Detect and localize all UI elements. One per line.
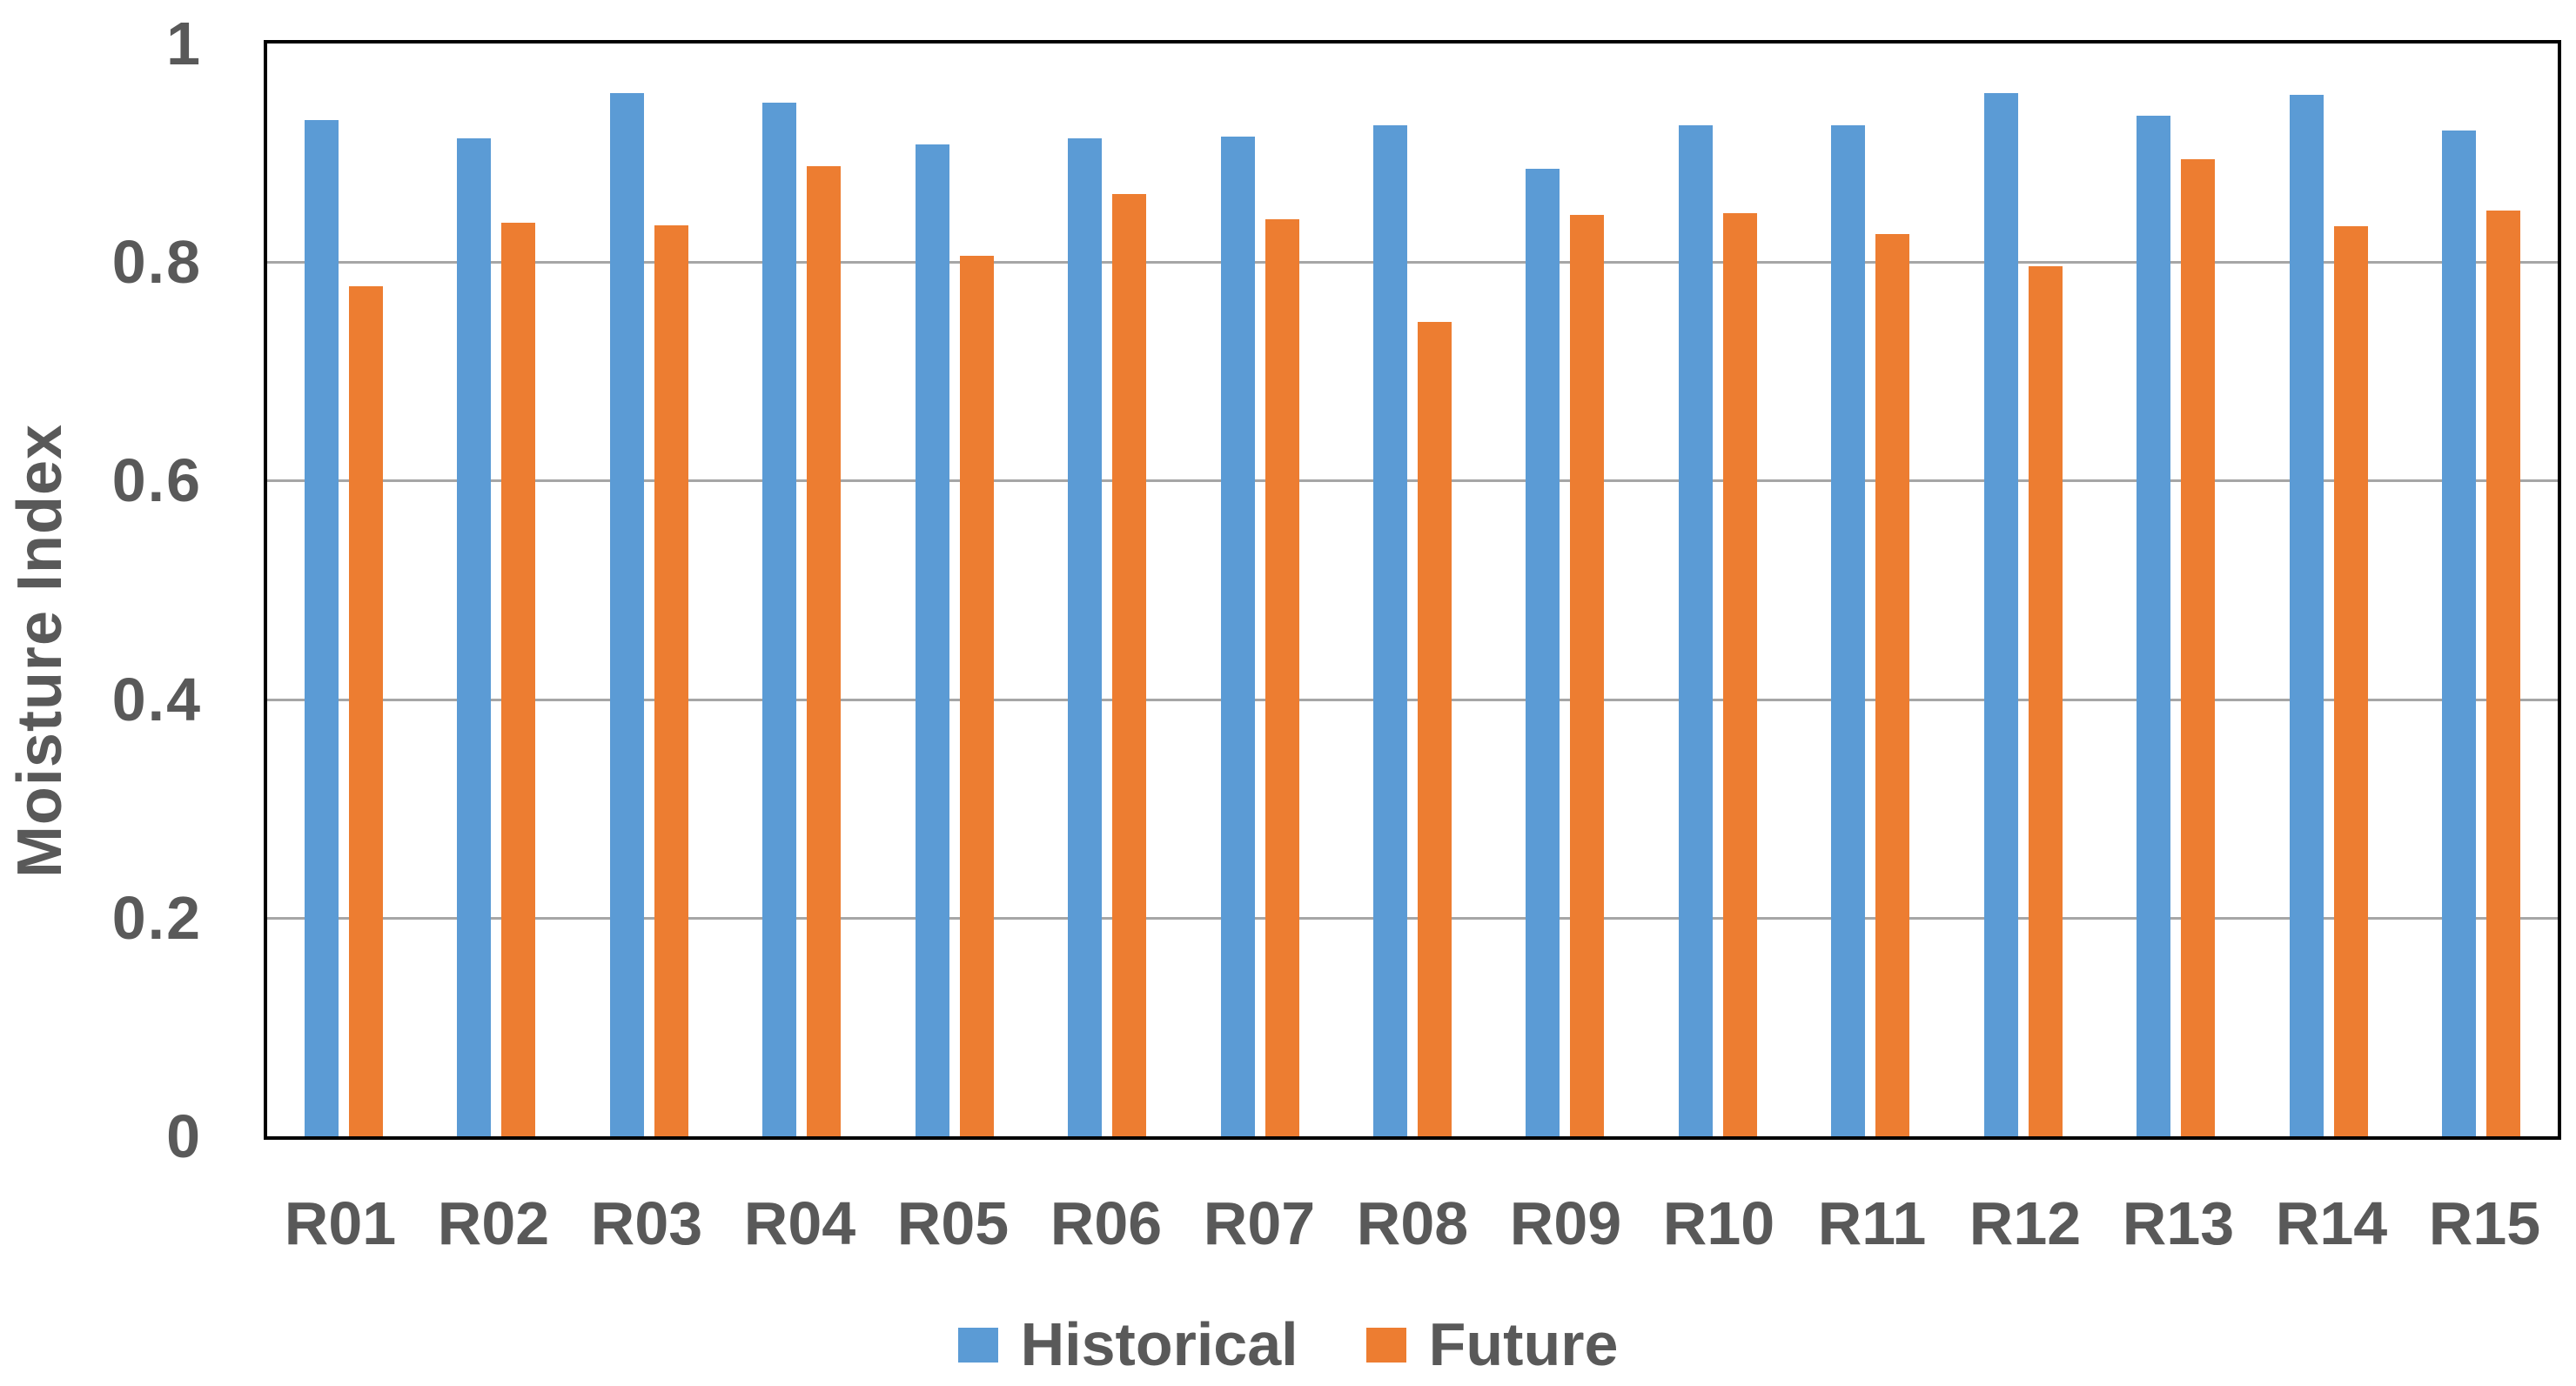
bar-historical-R09 [1526, 169, 1560, 1136]
x-tick-label-R10: R10 [1662, 1189, 1775, 1257]
bar-future-R01 [348, 285, 383, 1136]
bar-group-R13 [2100, 44, 2252, 1136]
x-tick-label-R06: R06 [1050, 1189, 1163, 1257]
historical-legend-swatch-icon [957, 1327, 998, 1363]
bar-future-R15 [2486, 211, 2521, 1136]
bar-historical-R12 [1983, 92, 2018, 1136]
y-tick-label: 0.8 [111, 228, 202, 297]
x-tick-label-R11: R11 [1817, 1189, 1927, 1257]
bar-future-R07 [1265, 219, 1299, 1136]
bar-historical-R10 [1678, 125, 1713, 1136]
plot-area [264, 40, 2561, 1140]
y-tick-label: 0.6 [111, 446, 202, 515]
bar-group-R02 [419, 44, 572, 1136]
x-tick-label-R04: R04 [743, 1189, 856, 1257]
bar-group-R04 [725, 44, 877, 1136]
bar-future-R09 [1570, 215, 1605, 1136]
gridline [267, 916, 2558, 920]
bar-historical-R05 [915, 144, 949, 1136]
bar-historical-R13 [2137, 115, 2171, 1136]
bar-historical-R04 [762, 102, 797, 1136]
bar-historical-R11 [1831, 125, 1866, 1136]
bar-future-R10 [1722, 212, 1757, 1136]
bar-group-R01 [267, 44, 419, 1136]
x-tick-label-R08: R08 [1356, 1189, 1469, 1257]
x-axis-tick-labels: R01 R02 R03 R04 R05 R06 R07 R08 R09 R10 R11 R12 R13 R… [264, 1184, 2561, 1262]
gridline [267, 698, 2558, 701]
bar-group-R15 [2405, 44, 2558, 1136]
gridline [267, 261, 2558, 264]
bar-historical-R01 [304, 119, 339, 1136]
bar-future-R06 [1112, 194, 1147, 1136]
bar-historical-R02 [457, 138, 492, 1136]
bar-future-R11 [1875, 233, 1910, 1136]
gridline [267, 479, 2558, 483]
y-tick-label: 0.4 [111, 665, 202, 733]
bar-group-R10 [1641, 44, 1794, 1136]
bar-group-R05 [878, 44, 1030, 1136]
y-tick-label: 1 [166, 10, 202, 77]
x-tick-label-R09: R09 [1509, 1189, 1622, 1257]
bar-group-R07 [1184, 44, 1336, 1136]
x-tick-label-R03: R03 [590, 1189, 703, 1257]
bar-historical-R03 [609, 92, 644, 1136]
x-tick-label-R05: R05 [896, 1189, 1010, 1257]
bar-group-R11 [1794, 44, 1947, 1136]
bar-future-R14 [2333, 225, 2368, 1136]
bar-group-R06 [1030, 44, 1183, 1136]
bar-group-R12 [1947, 44, 2099, 1136]
x-tick-label-R14: R14 [2275, 1189, 2388, 1257]
x-tick-label-R15: R15 [2428, 1189, 2541, 1257]
legend-item-future: Future [1365, 1308, 1619, 1382]
bar-historical-R14 [2289, 95, 2324, 1136]
legend-item-historical: Historical [957, 1308, 1298, 1382]
bar-group-R03 [573, 44, 725, 1136]
y-tick-label: 0 [166, 1102, 202, 1170]
legend-label-historical: Historical [1020, 1310, 1298, 1378]
x-tick-label-R07: R07 [1203, 1189, 1316, 1257]
x-tick-label-R13: R13 [2122, 1189, 2235, 1257]
legend-label-future: Future [1428, 1310, 1619, 1378]
bar-future-R13 [2181, 159, 2216, 1136]
bars-layer [267, 44, 2558, 1136]
y-tick-label: 0.2 [111, 883, 202, 952]
future-legend-swatch-icon [1365, 1327, 1406, 1363]
bar-future-R12 [2028, 266, 2063, 1136]
legend: Historical Future [0, 1308, 2576, 1382]
bar-group-R08 [1336, 44, 1488, 1136]
bar-historical-R06 [1068, 138, 1103, 1136]
x-tick-label-R12: R12 [1969, 1189, 2082, 1257]
bar-future-R05 [959, 255, 994, 1136]
bar-historical-R08 [1373, 125, 1408, 1136]
bar-group-R14 [2252, 44, 2405, 1136]
x-tick-label-R01: R01 [284, 1189, 397, 1257]
bar-historical-R07 [1220, 136, 1255, 1136]
bar-group-R09 [1489, 44, 1641, 1136]
bar-future-R02 [501, 222, 536, 1136]
bar-future-R03 [654, 224, 688, 1136]
bar-historical-R15 [2442, 131, 2477, 1136]
x-tick-label-R02: R02 [437, 1189, 550, 1257]
bar-future-R08 [1418, 322, 1452, 1136]
bar-future-R04 [807, 165, 842, 1136]
